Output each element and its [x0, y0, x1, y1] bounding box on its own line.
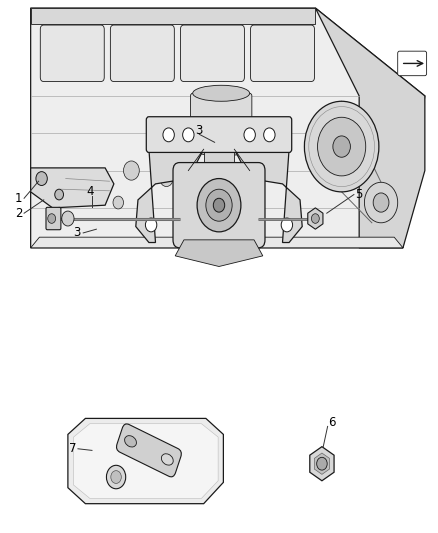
- Circle shape: [183, 128, 194, 142]
- FancyBboxPatch shape: [173, 163, 265, 248]
- FancyBboxPatch shape: [398, 51, 427, 76]
- Circle shape: [111, 471, 121, 483]
- Text: 1: 1: [14, 192, 22, 205]
- Polygon shape: [31, 168, 114, 208]
- Circle shape: [311, 214, 319, 223]
- Circle shape: [213, 198, 225, 212]
- FancyBboxPatch shape: [117, 424, 181, 477]
- Polygon shape: [315, 8, 425, 248]
- Circle shape: [163, 128, 174, 142]
- Polygon shape: [308, 208, 323, 229]
- Polygon shape: [234, 149, 302, 243]
- Circle shape: [145, 218, 157, 232]
- Text: 6: 6: [328, 416, 336, 429]
- Ellipse shape: [193, 85, 250, 101]
- Text: 2: 2: [14, 207, 22, 220]
- Circle shape: [113, 196, 124, 209]
- Text: 4: 4: [86, 185, 94, 198]
- Polygon shape: [175, 240, 263, 266]
- Circle shape: [124, 161, 139, 180]
- Circle shape: [364, 182, 398, 223]
- Circle shape: [318, 117, 366, 176]
- Ellipse shape: [161, 454, 173, 465]
- Polygon shape: [204, 149, 234, 179]
- Polygon shape: [74, 424, 218, 498]
- Circle shape: [281, 218, 293, 232]
- Circle shape: [160, 171, 173, 187]
- Circle shape: [197, 179, 241, 232]
- Circle shape: [106, 465, 126, 489]
- Polygon shape: [31, 8, 425, 248]
- Ellipse shape: [124, 435, 137, 447]
- Text: 5: 5: [356, 188, 363, 201]
- Polygon shape: [136, 149, 204, 243]
- Text: 7: 7: [68, 442, 76, 455]
- Circle shape: [244, 128, 255, 142]
- FancyBboxPatch shape: [146, 117, 292, 152]
- Polygon shape: [68, 418, 223, 504]
- Circle shape: [36, 172, 47, 185]
- Polygon shape: [310, 447, 334, 481]
- Circle shape: [333, 136, 350, 157]
- FancyBboxPatch shape: [251, 25, 314, 82]
- Circle shape: [55, 189, 64, 200]
- Polygon shape: [314, 453, 329, 474]
- Polygon shape: [31, 237, 403, 248]
- Text: 3: 3: [73, 227, 80, 239]
- Ellipse shape: [193, 142, 250, 156]
- FancyBboxPatch shape: [180, 25, 244, 82]
- FancyBboxPatch shape: [110, 25, 174, 82]
- Circle shape: [304, 101, 379, 192]
- Polygon shape: [31, 8, 315, 24]
- Circle shape: [373, 193, 389, 212]
- Circle shape: [317, 457, 327, 470]
- FancyBboxPatch shape: [191, 93, 252, 152]
- Circle shape: [48, 214, 56, 223]
- Circle shape: [206, 189, 232, 221]
- Circle shape: [62, 211, 74, 226]
- Text: 3: 3: [196, 124, 203, 137]
- Circle shape: [264, 128, 275, 142]
- FancyBboxPatch shape: [46, 207, 61, 230]
- FancyBboxPatch shape: [40, 25, 104, 82]
